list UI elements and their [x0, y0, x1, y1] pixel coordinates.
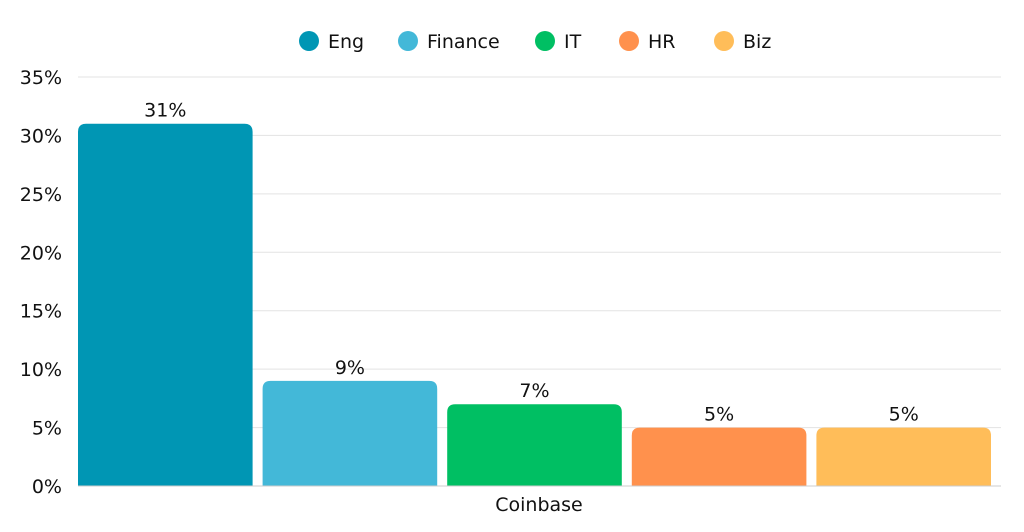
y-tick-label: 10% [20, 359, 62, 381]
legend-item-biz[interactable]: Biz [714, 31, 771, 53]
legend-swatch-icon [299, 31, 319, 51]
y-tick-label: 5% [32, 418, 62, 440]
legend-swatch-icon [714, 31, 734, 51]
legend-label: HR [648, 31, 676, 53]
legend-swatch-icon [535, 31, 555, 51]
y-tick-label: 25% [20, 184, 62, 206]
legend-label: Eng [328, 31, 364, 53]
y-axis-ticks: 0% 5% 10% 15% 20% 25% 30% 35% [20, 67, 62, 498]
legend-label: IT [564, 31, 582, 53]
x-category-label: Coinbase [495, 494, 583, 516]
data-label-it: 7% [519, 380, 549, 402]
legend-swatch-icon [619, 31, 639, 51]
legend-item-it[interactable]: IT [535, 31, 582, 53]
legend-item-hr[interactable]: HR [619, 31, 676, 53]
legend-label: Biz [743, 31, 771, 53]
bar-biz[interactable] [816, 427, 991, 486]
y-tick-label: 30% [20, 125, 62, 147]
legend-swatch-icon [398, 31, 418, 51]
bar-hr[interactable] [631, 427, 807, 486]
y-tick-label: 20% [20, 242, 62, 264]
data-labels: 31% 9% 7% 5% 5% [144, 100, 919, 426]
bar-it[interactable] [447, 404, 622, 486]
data-label-hr: 5% [704, 404, 734, 426]
legend-item-finance[interactable]: Finance [398, 31, 500, 53]
legend-item-eng[interactable]: Eng [299, 31, 364, 53]
legend: Eng Finance IT HR Biz [299, 31, 771, 53]
bar-eng[interactable] [78, 123, 253, 486]
data-label-biz: 5% [889, 404, 919, 426]
y-tick-label: 15% [20, 301, 62, 323]
legend-label: Finance [427, 31, 500, 53]
bars [78, 123, 991, 486]
y-tick-label: 0% [32, 476, 62, 498]
y-tick-label: 35% [20, 67, 62, 89]
data-label-eng: 31% [144, 100, 186, 122]
data-label-finance: 9% [335, 357, 365, 379]
bar-finance[interactable] [262, 380, 438, 486]
